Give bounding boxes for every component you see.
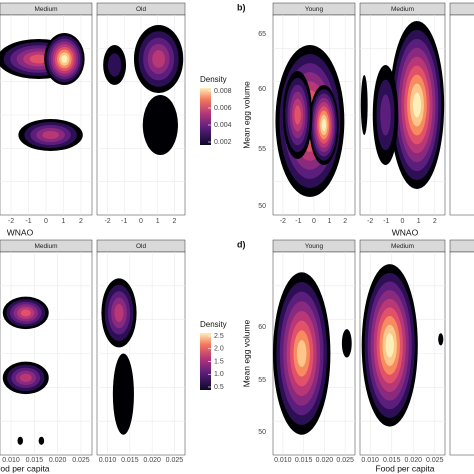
x-tick-label: -1 — [383, 218, 389, 225]
x-tick-label: -1 — [25, 218, 31, 225]
x-tick-label: 0.015 — [295, 457, 313, 464]
facet-label: Old — [136, 6, 147, 13]
legend-tick-label: 1.0 — [214, 371, 224, 378]
x-tick-label: 0.015 — [121, 457, 139, 464]
density-contour — [321, 119, 327, 131]
facet-label: Old — [136, 243, 147, 250]
x-tick-label: 0.010 — [99, 457, 117, 464]
legend-title: Density — [200, 75, 227, 84]
x-axis-label: Food per capita — [375, 463, 434, 473]
y-tick-label: 55 — [258, 377, 266, 384]
facet-label: Medium — [34, 243, 57, 250]
density-contour — [19, 373, 32, 383]
legend-tick-label: 0.5 — [214, 384, 224, 391]
facet-label: Young — [305, 6, 324, 13]
x-tick-label: 2 — [79, 218, 83, 225]
density-contour — [17, 436, 23, 445]
x-tick-label: 0.025 — [426, 457, 444, 464]
x-axis-label: WNAO — [392, 227, 419, 237]
density-contour — [112, 353, 134, 435]
x-tick-label: 0.015 — [26, 457, 44, 464]
density-contour — [385, 333, 394, 358]
x-tick-label: 0.020 — [143, 457, 161, 464]
density-contour — [42, 130, 59, 140]
y-tick-label: 50 — [258, 203, 266, 210]
x-tick-label: 0 — [401, 218, 405, 225]
y-tick-label: 50 — [258, 429, 266, 436]
x-tick-label: -2 — [367, 218, 373, 225]
x-tick-label: 0.010 — [361, 457, 379, 464]
facet-label: Medium — [391, 243, 414, 250]
density-contour — [296, 339, 307, 368]
x-tick-label: 0 — [139, 218, 143, 225]
x-tick-label: -1 — [295, 218, 301, 225]
x-axis-label: Food per capita — [0, 463, 50, 473]
density-contour — [438, 333, 444, 346]
x-tick-label: 1 — [328, 218, 332, 225]
facet-label: Young — [305, 243, 324, 250]
x-tick-label: 0.020 — [316, 457, 334, 464]
x-tick-label: 0.010 — [2, 457, 20, 464]
plot-bg — [449, 14, 474, 216]
x-tick-label: 0.025 — [72, 457, 90, 464]
strip-bg — [449, 239, 474, 253]
x-tick-label: 2 — [343, 218, 347, 225]
density-contour — [38, 436, 45, 445]
x-tick-label: 0.020 — [49, 457, 67, 464]
x-tick-label: 1 — [417, 218, 421, 225]
x-tick-label: 0.025 — [336, 457, 354, 464]
density-contour — [294, 105, 301, 125]
y-tick-label: 60 — [258, 86, 266, 93]
x-tick-label: 0 — [312, 218, 316, 225]
legend-tick-label: 0.008 — [214, 88, 232, 95]
x-tick-label: 2 — [172, 218, 176, 225]
y-tick-label: 55 — [258, 146, 266, 153]
x-axis-label: WNAO — [7, 227, 34, 237]
density-contour — [107, 53, 122, 77]
legend-tick-label: 0.004 — [214, 122, 232, 129]
x-tick-label: 1 — [62, 218, 66, 225]
density-contour — [360, 75, 368, 135]
strip-bg — [449, 2, 474, 16]
colorbar — [200, 88, 211, 145]
x-tick-label: 0.020 — [405, 457, 423, 464]
x-tick-label: 0.025 — [166, 457, 184, 464]
facet-label: Medium — [34, 6, 57, 13]
density-contour — [29, 54, 48, 64]
x-tick-label: -2 — [8, 218, 14, 225]
x-tick-label: -2 — [104, 218, 110, 225]
legend-tick-label: 2.0 — [214, 346, 224, 353]
density-contour — [20, 309, 31, 317]
density-contour — [380, 94, 391, 136]
legend-tick-label: 0.002 — [214, 139, 232, 146]
facet-label: Medium — [391, 6, 414, 13]
colorbar — [200, 333, 211, 390]
legend-tick-label: 1.5 — [214, 358, 224, 365]
y-tick-label: 60 — [258, 324, 266, 331]
x-tick-label: -2 — [280, 218, 286, 225]
x-tick-label: 2 — [433, 218, 437, 225]
x-tick-label: -1 — [121, 218, 127, 225]
x-tick-label: 0.010 — [274, 457, 292, 464]
panel-letter: b) — [237, 2, 246, 12]
y-tick-label: 65 — [258, 31, 266, 38]
panel-letter: d) — [237, 239, 246, 249]
x-tick-label: 0.015 — [383, 457, 401, 464]
y-axis-label: Mean egg volume — [241, 81, 251, 149]
density-contour — [341, 329, 352, 358]
density-contour — [412, 92, 422, 118]
x-tick-label: 0 — [44, 218, 48, 225]
density-contour — [61, 55, 68, 63]
density-contour — [142, 95, 178, 155]
x-tick-label: 1 — [156, 218, 160, 225]
density-contour — [114, 303, 124, 322]
y-axis-label: Mean egg volume — [241, 319, 251, 387]
legend-title: Density — [200, 320, 227, 329]
legend-tick-label: 0.006 — [214, 105, 232, 112]
legend-tick-label: 2.5 — [214, 333, 224, 340]
density-contour — [152, 50, 165, 68]
plot-bg — [449, 251, 474, 456]
